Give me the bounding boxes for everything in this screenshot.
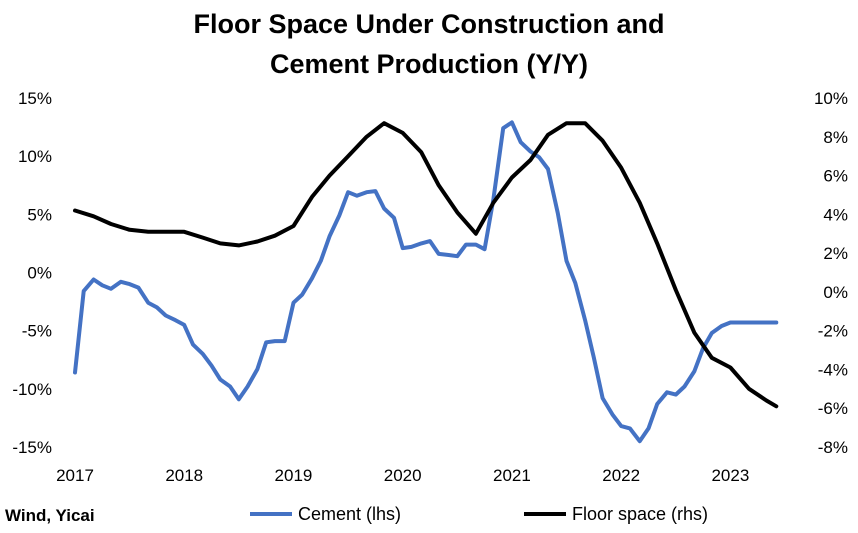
left-tick-label: 5% (27, 205, 52, 224)
right-tick-label: 10% (814, 89, 848, 108)
source-note: Wind, Yicai (5, 506, 95, 525)
right-tick-label: -4% (818, 360, 848, 379)
x-tick-label: 2018 (165, 466, 203, 485)
left-tick-label: -5% (22, 322, 52, 341)
chart-title: Floor Space Under Construction and Cemen… (193, 9, 664, 79)
left-tick-label: -15% (12, 438, 52, 457)
right-tick-label: 8% (823, 128, 848, 147)
right-tick-label: 6% (823, 167, 848, 186)
right-tick-label: 0% (823, 283, 848, 302)
chart-title-line-2: Cement Production (Y/Y) (270, 49, 588, 79)
series-line-floor-space (73, 121, 779, 409)
x-tick-label: 2022 (602, 466, 640, 485)
left-tick-label: 15% (18, 89, 52, 108)
series-line-cement (73, 120, 779, 444)
legend: Cement (lhs) Floor space (rhs) (250, 504, 708, 524)
legend-label-floor-space: Floor space (rhs) (572, 504, 708, 524)
series-group (73, 120, 779, 444)
left-axis: 15% 10% 5% 0% -5% -10% -15% (12, 89, 52, 457)
right-tick-label: -2% (818, 322, 848, 341)
left-tick-label: -10% (12, 380, 52, 399)
right-tick-label: -8% (818, 438, 848, 457)
x-axis: 2017 2018 2019 2020 2021 2022 2023 (56, 466, 749, 485)
legend-label-cement: Cement (lhs) (298, 504, 401, 524)
right-tick-label: 2% (823, 244, 848, 263)
chart-title-line-1: Floor Space Under Construction and (193, 9, 664, 39)
right-axis: 10% 8% 6% 4% 2% 0% -2% -4% -6% -8% (814, 89, 848, 457)
right-tick-label: -6% (818, 399, 848, 418)
x-tick-label: 2020 (384, 466, 422, 485)
left-tick-label: 0% (27, 264, 52, 283)
x-tick-label: 2017 (56, 466, 94, 485)
left-tick-label: 10% (18, 147, 52, 166)
x-tick-label: 2023 (711, 466, 749, 485)
x-tick-label: 2021 (493, 466, 531, 485)
x-tick-label: 2019 (275, 466, 313, 485)
right-tick-label: 4% (823, 205, 848, 224)
